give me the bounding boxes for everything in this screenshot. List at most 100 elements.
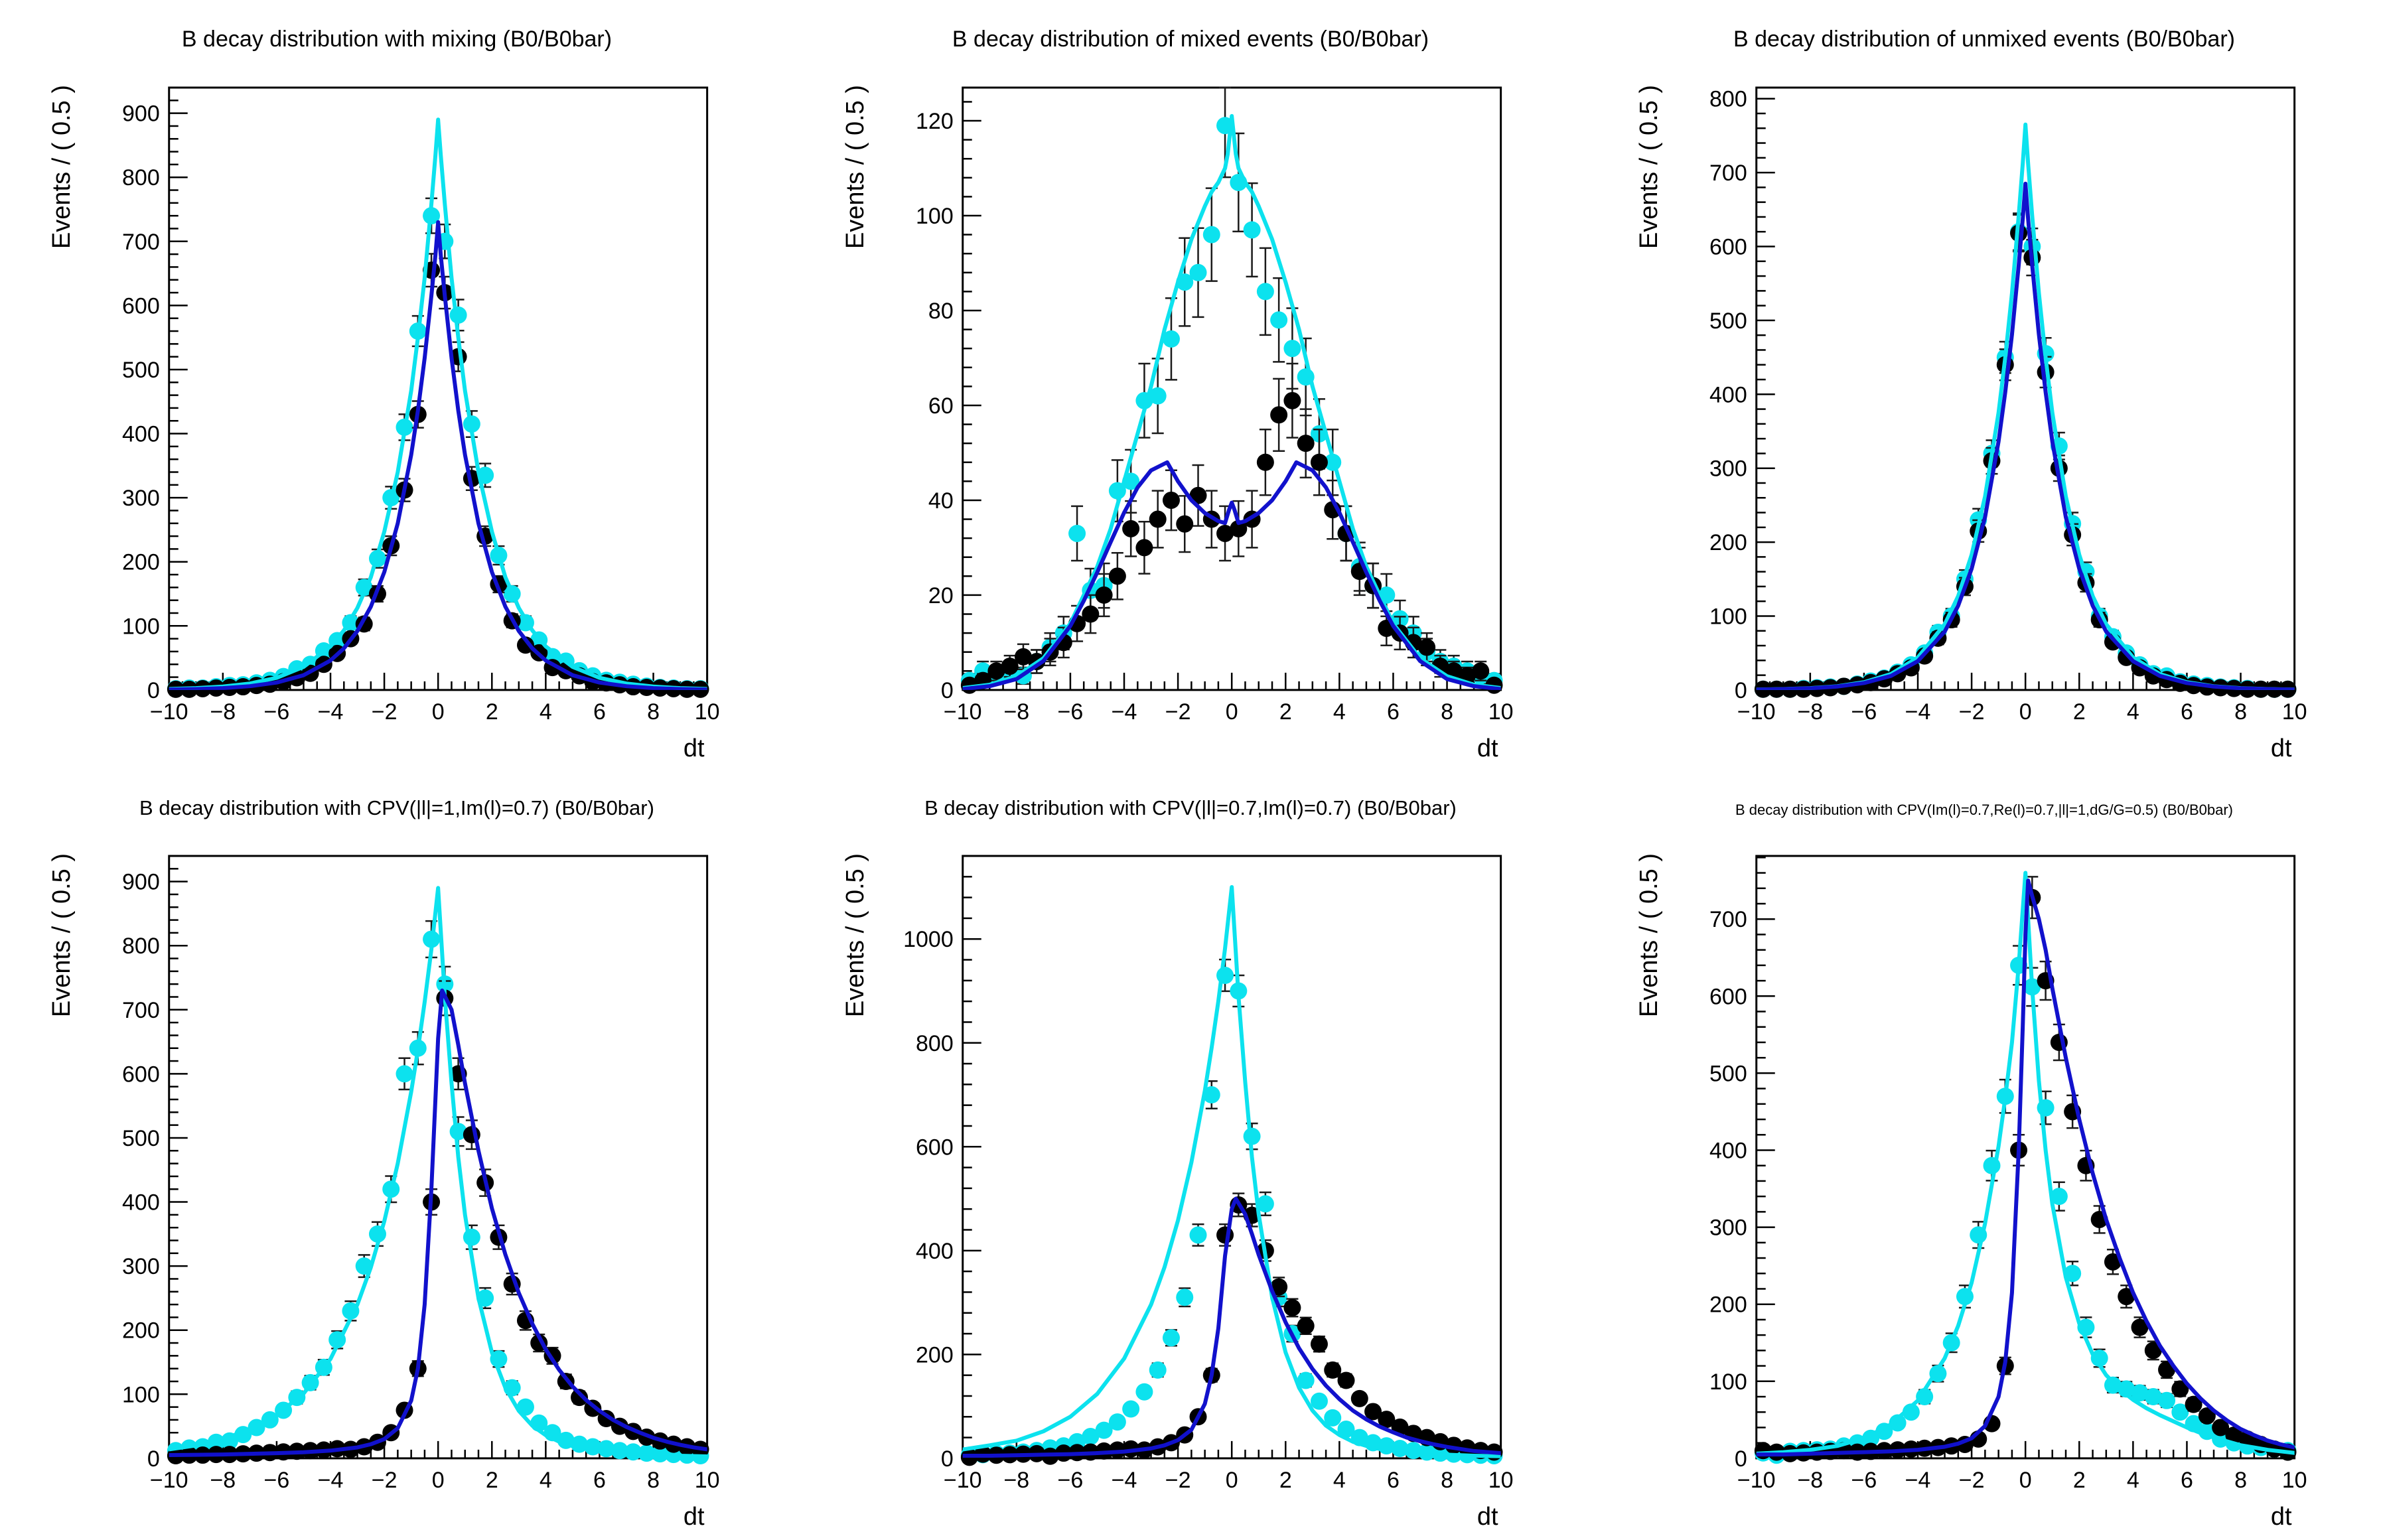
y-tick-label: 800 — [916, 1031, 954, 1056]
data-point — [2144, 1388, 2162, 1406]
data-point — [1149, 1361, 1167, 1379]
x-tick-label: −10 — [1737, 699, 1776, 725]
data-point — [1095, 586, 1113, 604]
y-tick-label: 200 — [122, 1318, 160, 1344]
y-axis-title: Events / ( 0.5 ) — [1635, 85, 1663, 249]
x-tick-label: −6 — [1058, 1468, 1084, 1493]
B0bar-fit-curve — [962, 884, 1501, 1458]
y-tick-label: 800 — [1709, 87, 1747, 112]
data-point — [516, 636, 534, 654]
x-tick-label: 10 — [695, 699, 720, 725]
data-point — [1337, 1371, 1355, 1389]
y-tick-label: 0 — [941, 678, 954, 703]
y-tick-label: 100 — [1709, 604, 1747, 629]
y-tick-label: 0 — [147, 678, 160, 703]
data-point — [1283, 340, 1301, 358]
y-tick-label: 300 — [1709, 456, 1747, 482]
x-tick-label: 8 — [1441, 699, 1453, 725]
y-tick-label: 700 — [122, 230, 160, 255]
data-point — [2144, 1342, 2162, 1360]
x-tick-label: 4 — [1333, 699, 1346, 725]
y-tick-label: 0 — [1735, 1446, 1747, 1472]
x-tick-label: 0 — [1226, 699, 1238, 725]
data-point — [1135, 1383, 1153, 1401]
y-tick-label: 300 — [122, 1254, 160, 1279]
y-tick-label: 400 — [1709, 1138, 1747, 1163]
data-point — [1202, 1086, 1220, 1104]
data-point — [2104, 1376, 2122, 1394]
y-axis-ticks: 0 100 200 300 400 500 600 700 800 — [1709, 87, 1775, 703]
y-tick-label: 400 — [122, 422, 160, 447]
x-tick-label: −8 — [210, 699, 236, 725]
data-point — [1472, 662, 1490, 680]
y-tick-label: 500 — [1709, 309, 1747, 334]
data-point — [2050, 1188, 2068, 1206]
x-tick-label: 6 — [1387, 1468, 1400, 1493]
data-point — [2198, 1407, 2216, 1425]
x-tick-label: −10 — [150, 699, 188, 725]
x-tick-label: 10 — [1488, 1468, 1514, 1493]
y-axis-ticks: 0 100 200 300 400 500 600 700 800 900 — [122, 855, 188, 1472]
data-point — [1162, 491, 1180, 509]
data-point — [2090, 1349, 2108, 1367]
y-axis-title: Events / ( 0.5 ) — [1635, 853, 1663, 1017]
subplot-1: −10 −8 −6 −4 −2 0 2 4 6 8 100100200300400500600700… — [48, 27, 719, 762]
data-point — [2171, 1403, 2189, 1421]
y-tick-label: 1000 — [903, 927, 954, 952]
y-axis-ticks: 0 100 200 300 400 500 600 700 800 900 — [122, 86, 188, 703]
data-point — [1243, 221, 1261, 239]
y-axis-title: Events / ( 0.5 ) — [48, 85, 76, 249]
x-tick-label: 6 — [593, 699, 606, 725]
data-point — [2158, 1391, 2176, 1409]
x-tick-label: −8 — [1003, 1468, 1029, 1493]
y-tick-label: 600 — [122, 293, 160, 318]
x-tick-label: −4 — [1112, 699, 1137, 725]
subplot-6: −10 −8 −6 −4 −2 0 2 4 6 8 100100200300400500600700… — [1635, 802, 2307, 1531]
x-tick-label: 8 — [2234, 1468, 2247, 1493]
data-point — [2104, 1253, 2122, 1271]
x-tick-label: −8 — [1797, 1468, 1823, 1493]
data-point — [1297, 435, 1315, 453]
x-tick-label: 6 — [2181, 1468, 2193, 1493]
data-point — [2131, 1318, 2149, 1336]
data-point — [1108, 1413, 1126, 1431]
y-tick-label: 600 — [1709, 984, 1747, 1009]
subplot-5: −10 −8 −6 −4 −2 0 2 4 6 8 10 0 200 400 600 800 1000 B dec… — [841, 796, 1513, 1531]
data-point — [1216, 524, 1234, 542]
data-point — [1230, 520, 1248, 537]
y-tick-label: 400 — [1709, 382, 1747, 407]
data-point — [1310, 453, 1328, 471]
data-point — [1378, 1411, 1396, 1429]
data-point — [1176, 1289, 1194, 1306]
B0bar-fit-curve — [1756, 122, 2295, 690]
plot-title: B decay distribution with mixing (B0/B0b… — [182, 27, 612, 52]
data-point — [1149, 387, 1167, 405]
data-point — [1324, 1361, 1342, 1379]
data-point — [2064, 1265, 2082, 1283]
data-point — [1256, 283, 1274, 301]
y-tick-label: 600 — [1709, 235, 1747, 260]
x-tick-label: −10 — [944, 1468, 982, 1493]
x-tick-label: 2 — [1279, 1468, 1292, 1493]
data-point — [1068, 524, 1086, 542]
y-tick-label: 0 — [1735, 678, 1747, 703]
data-point — [1256, 1195, 1274, 1213]
y-tick-label: 400 — [916, 1239, 954, 1264]
data-point — [1297, 1317, 1315, 1335]
data-point — [2185, 1395, 2202, 1413]
data-point — [1082, 605, 1100, 623]
B0-fit-curve — [962, 460, 1501, 690]
y-tick-label: 0 — [941, 1446, 954, 1472]
x-tick-label: −2 — [1959, 1468, 1985, 1493]
data-point — [1916, 1388, 1934, 1406]
y-tick-label: 800 — [122, 165, 160, 190]
data-point — [2171, 1380, 2189, 1398]
plot-title: B decay distribution with CPV(|l|=0.7,Im… — [924, 796, 1457, 819]
y-tick-label: 900 — [122, 870, 160, 895]
B0-fit-curve — [962, 1196, 1501, 1458]
x-tick-label: 8 — [1441, 1468, 1453, 1493]
x-tick-label: 4 — [540, 1468, 552, 1493]
x-tick-label: −2 — [1959, 699, 1985, 725]
